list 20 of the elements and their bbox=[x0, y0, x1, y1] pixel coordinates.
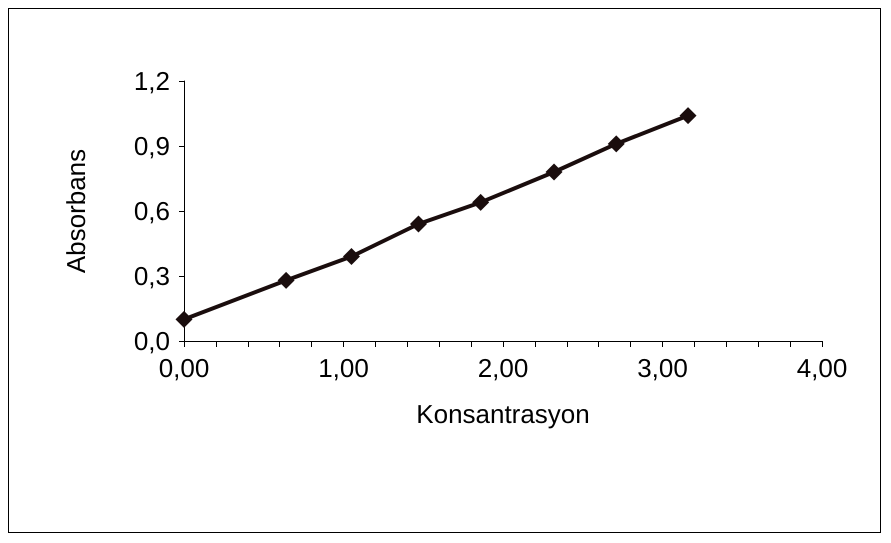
y-tick-label: 0,0 bbox=[134, 326, 170, 356]
point bbox=[608, 135, 625, 152]
y-tick-label: 0,6 bbox=[134, 196, 170, 226]
x-axis-title: Konsantrasyon bbox=[416, 399, 590, 429]
x-tick-label: 4,00 bbox=[796, 353, 848, 383]
point bbox=[472, 194, 490, 211]
point bbox=[176, 310, 192, 328]
point bbox=[680, 107, 697, 124]
point bbox=[278, 272, 295, 289]
x-tick-label: 2,00 bbox=[478, 353, 528, 383]
x-tick-label: 0,00 bbox=[158, 353, 210, 383]
point bbox=[410, 216, 427, 232]
x-tick-label: 3,00 bbox=[637, 353, 688, 383]
point bbox=[546, 164, 563, 180]
x-tick-label: 1,00 bbox=[318, 353, 369, 383]
y-tick-label: 0,9 bbox=[134, 131, 170, 161]
y-tick-label: 1,2 bbox=[134, 66, 170, 96]
y-tick-label: 0,3 bbox=[134, 261, 170, 291]
point bbox=[342, 248, 360, 265]
y-axis-title: Absorbans bbox=[61, 148, 91, 274]
